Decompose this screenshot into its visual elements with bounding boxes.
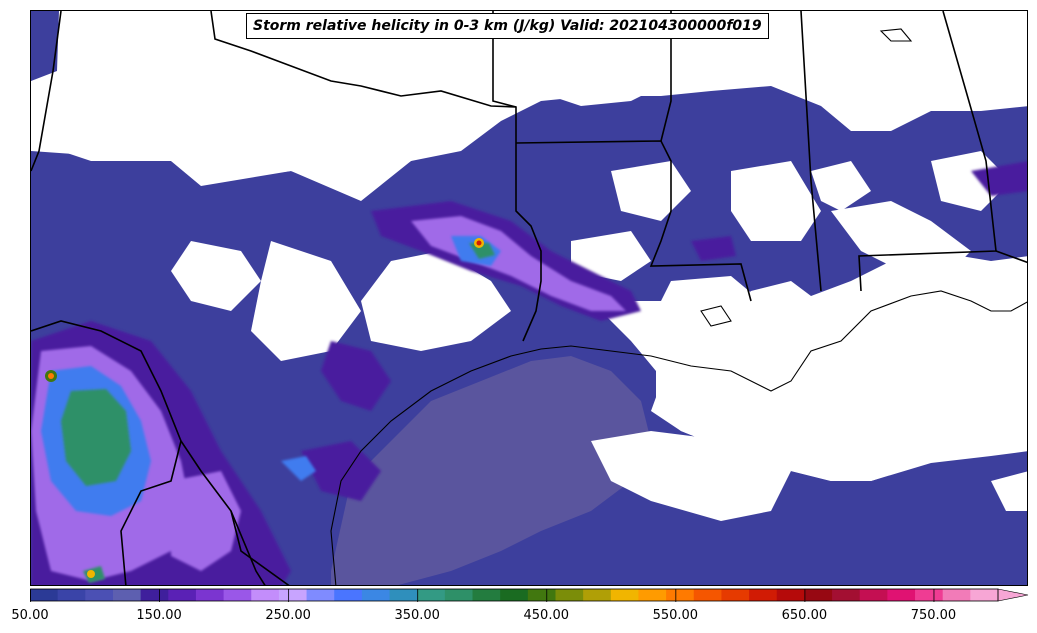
colorbar-bin — [527, 589, 556, 601]
colorbar-bin — [361, 589, 391, 601]
colorbar-bin — [140, 589, 169, 601]
colorbar-bin — [970, 589, 999, 601]
colorbar-bin — [30, 589, 59, 601]
colorbar-tick-label: 750.00 — [910, 608, 957, 623]
colorbar-tick-label: 450.00 — [523, 608, 570, 623]
colorbar-bin — [832, 589, 861, 601]
colorbar-tick-label: 550.00 — [652, 608, 699, 623]
colorbar-bin — [112, 589, 142, 601]
below-threshold-areas — [51, 11, 1027, 521]
map-title: Storm relative helicity in 0-3 km (J/kg)… — [246, 13, 769, 39]
colorbar-bin — [85, 589, 114, 601]
colorbar-bin — [776, 589, 805, 601]
colorbar-bin — [444, 589, 474, 601]
colorbar-bin — [749, 589, 778, 601]
colorbar-tick-label: 50.00 — [11, 608, 49, 623]
colorbar-bin — [57, 589, 86, 601]
colorbar-tick-label: 350.00 — [394, 608, 440, 623]
colorbar-bin — [251, 589, 280, 601]
colorbar-bin — [942, 589, 971, 601]
colorbar-bin — [417, 589, 446, 601]
colorbar-bin — [195, 589, 225, 601]
colorbar-extend-arrow — [997, 588, 1029, 602]
colorbar-bin — [334, 589, 363, 601]
colorbar-tick-label: 650.00 — [781, 608, 828, 623]
colorbar-tick-label: 250.00 — [265, 608, 311, 623]
coastline — [330, 28, 1027, 585]
colorbar-bin — [500, 589, 529, 601]
colorbar-bin — [306, 589, 335, 601]
colorbar-bin — [223, 589, 252, 601]
colorbar-bin — [887, 589, 916, 601]
colorbar — [30, 588, 1029, 602]
colorbar-bin — [610, 589, 639, 601]
colorbar-bin — [721, 589, 750, 601]
helicity-peaks — [45, 238, 484, 578]
colorbar-bin — [804, 589, 833, 601]
map-panel — [30, 10, 1028, 586]
state-borders — [31, 11, 1027, 585]
colorbar-bin — [168, 589, 197, 601]
colorbar-bin — [389, 589, 418, 601]
helicity-field-base — [31, 11, 1027, 585]
colorbar-bin — [693, 589, 722, 601]
colorbar-bin — [666, 589, 695, 601]
colorbar-bin — [638, 589, 667, 601]
colorbar-bin — [915, 589, 944, 601]
helicity-contour-map — [31, 11, 1027, 585]
colorbar-tick-label: 150.00 — [136, 608, 182, 623]
helicity-field-gulf — [331, 356, 651, 585]
helicity-band-green — [61, 243, 495, 583]
colorbar-bin — [278, 589, 308, 601]
colorbar-bin — [859, 589, 888, 601]
colorbar-bin — [583, 589, 612, 601]
colorbar-bin — [555, 589, 584, 601]
colorbar-bin — [472, 589, 501, 601]
